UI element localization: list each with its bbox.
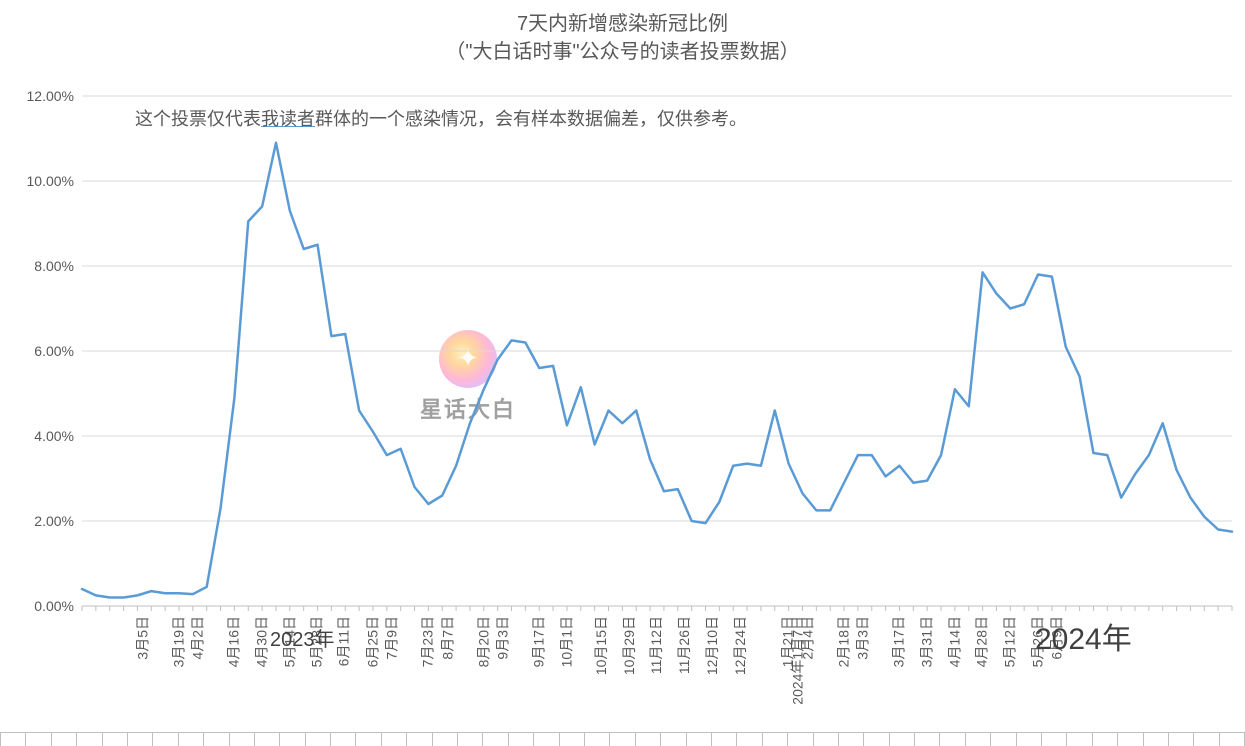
bottom-cell — [1220, 733, 1245, 746]
bottom-cell — [1093, 733, 1118, 746]
chart-container: 7天内新增感染新冠比例 （"大白话时事"公众号的读者投票数据） 这个投票仅代表我… — [0, 0, 1245, 746]
bottom-cell — [661, 733, 686, 746]
bottom-cell — [306, 733, 331, 746]
bottom-cell — [407, 733, 432, 746]
bottom-cell — [1118, 733, 1143, 746]
bottom-cell — [204, 733, 229, 746]
bottom-cell — [52, 733, 77, 746]
bottom-cell — [585, 733, 610, 746]
chart-title: 7天内新增感染新冠比例 （"大白话时事"公众号的读者投票数据） — [0, 10, 1245, 66]
bottom-cell — [814, 733, 839, 746]
bottom-cell — [915, 733, 940, 746]
bottom-cell — [966, 733, 991, 746]
bottom-cell — [1017, 733, 1042, 746]
bottom-cell — [1067, 733, 1092, 746]
title-line-2: （"大白话时事"公众号的读者投票数据） — [0, 38, 1245, 66]
bottom-cell — [77, 733, 102, 746]
bottom-cell — [991, 733, 1016, 746]
y-axis-label: 10.00% — [27, 173, 74, 189]
y-axis-label: 4.00% — [34, 428, 74, 444]
bottom-cell — [382, 733, 407, 746]
inline-year-label: 2023年 — [270, 623, 335, 652]
y-axis-label: 2.00% — [34, 513, 74, 529]
bottom-cell — [509, 733, 534, 746]
bottom-cell — [763, 733, 788, 746]
bottom-cell — [534, 733, 559, 746]
inline-year-label: 2024年 — [1035, 614, 1132, 658]
bottom-cell — [610, 733, 635, 746]
bottom-cell — [560, 733, 585, 746]
bottom-cell — [1042, 733, 1067, 746]
y-axis-label: 6.00% — [34, 343, 74, 359]
bottom-cell — [458, 733, 483, 746]
bottom-cell — [712, 733, 737, 746]
y-axis-label: 0.00% — [34, 598, 74, 614]
title-line-1: 7天内新增感染新冠比例 — [0, 10, 1245, 38]
bottom-cell — [331, 733, 356, 746]
bottom-cell — [26, 733, 51, 746]
bottom-cell — [1169, 733, 1194, 746]
bottom-cell — [636, 733, 661, 746]
bottom-cell — [737, 733, 762, 746]
bottom-cell — [864, 733, 889, 746]
bottom-cell — [890, 733, 915, 746]
bottom-cell — [839, 733, 864, 746]
bottom-cell — [940, 733, 965, 746]
bottom-cell — [280, 733, 305, 746]
bottom-cell — [153, 733, 178, 746]
bottom-cell — [1194, 733, 1219, 746]
bottom-cell — [179, 733, 204, 746]
bottom-cell — [103, 733, 128, 746]
bottom-cell — [230, 733, 255, 746]
plot-svg — [82, 96, 1232, 606]
bottom-cell — [128, 733, 153, 746]
y-axis-label: 8.00% — [34, 258, 74, 274]
bottom-cell — [788, 733, 813, 746]
bottom-cell — [687, 733, 712, 746]
bottom-tick-row — [0, 732, 1245, 746]
bottom-cell — [255, 733, 280, 746]
y-axis-label: 12.00% — [27, 88, 74, 104]
bottom-cell — [483, 733, 508, 746]
bottom-cell — [1144, 733, 1169, 746]
data-line — [82, 143, 1232, 598]
bottom-cell — [0, 733, 26, 746]
bottom-cell — [356, 733, 381, 746]
bottom-cell — [433, 733, 458, 746]
